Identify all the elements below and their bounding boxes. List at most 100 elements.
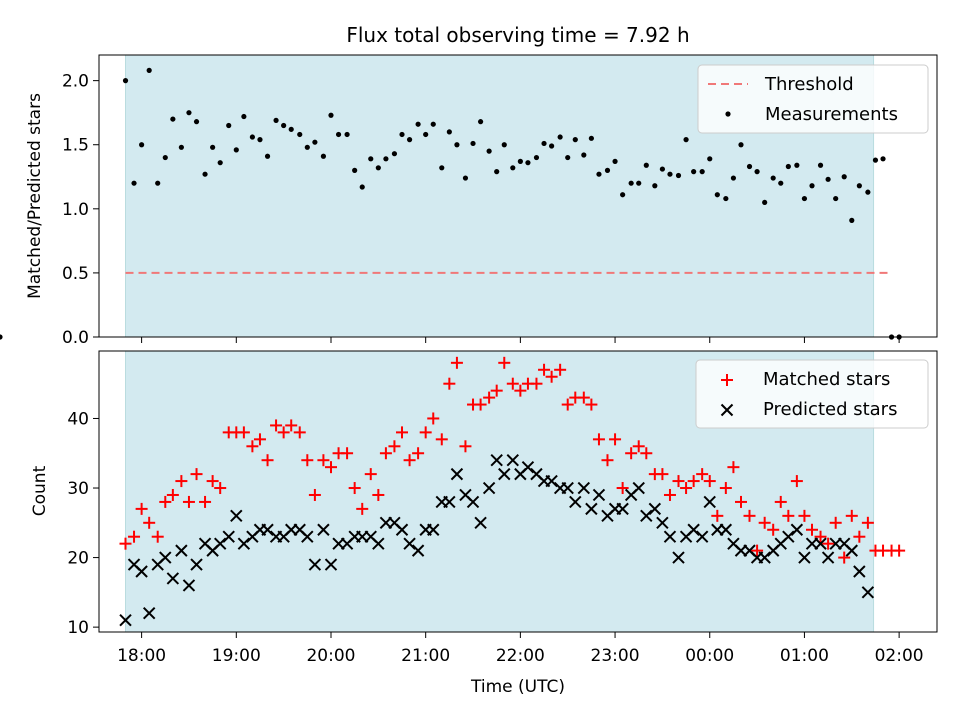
predicted-star-point bbox=[561, 481, 574, 495]
measurement-point bbox=[344, 131, 350, 138]
measurement-point bbox=[146, 67, 152, 73]
matched-star-point bbox=[506, 377, 519, 390]
measurement-point bbox=[162, 154, 168, 161]
legend-x-marker bbox=[720, 403, 734, 417]
matched-star-point bbox=[561, 398, 574, 411]
x-tick-label: 21:00 bbox=[401, 646, 450, 666]
predicted-star-point bbox=[798, 551, 811, 564]
measurement-point bbox=[849, 217, 855, 223]
measurement-point bbox=[470, 140, 476, 147]
matched-star-point bbox=[308, 488, 321, 501]
matched-star-point bbox=[372, 488, 385, 501]
measurement-point bbox=[675, 172, 682, 179]
measurement-point bbox=[281, 122, 287, 129]
measurement-point bbox=[817, 162, 824, 168]
matched-star-point bbox=[838, 551, 851, 564]
matched-star-point bbox=[592, 433, 605, 446]
predicted-star-point bbox=[372, 537, 385, 550]
matched-star-point bbox=[687, 475, 700, 488]
measurement-point bbox=[430, 121, 436, 127]
measurement-point bbox=[557, 134, 563, 140]
measurement-point bbox=[730, 175, 737, 181]
predicted-star-point bbox=[758, 551, 771, 564]
predicted-star-point bbox=[175, 544, 188, 557]
measurement-point bbox=[572, 137, 578, 143]
matched-star-point bbox=[348, 482, 361, 495]
bottom-plot-frame bbox=[98, 350, 938, 633]
chart-title: Flux total observing time = 7.92 h bbox=[346, 23, 689, 47]
predicted-star-point bbox=[142, 607, 156, 620]
predicted-star-point bbox=[703, 495, 716, 509]
count-panel: 10 20 30 40 18:00 19:00 20:00 21:00 22:00 23:00 0… bbox=[30, 350, 938, 697]
measurement-point bbox=[257, 137, 263, 143]
matched-star-point bbox=[364, 468, 377, 481]
bottom-legend-frame bbox=[695, 359, 929, 429]
predicted-star-point bbox=[261, 523, 274, 536]
measurement-point bbox=[785, 163, 791, 170]
top-legend: Threshold Measurements bbox=[697, 64, 929, 134]
measurement-point bbox=[439, 165, 445, 171]
matched-star-point bbox=[538, 363, 551, 376]
matched-star-point bbox=[119, 537, 132, 550]
predicted-star-point bbox=[790, 523, 804, 536]
matched-star-point bbox=[490, 384, 503, 397]
predicted-star-point bbox=[166, 572, 180, 585]
predicted-star-point bbox=[616, 502, 629, 516]
measurement-point bbox=[368, 156, 374, 162]
matched-star-point bbox=[427, 412, 440, 425]
measurement-point bbox=[226, 122, 232, 129]
matched-star-point bbox=[143, 516, 156, 529]
matched-star-point bbox=[175, 475, 188, 488]
predicted-star-point bbox=[506, 453, 519, 467]
matched-star-point bbox=[474, 398, 487, 411]
measurement-point bbox=[841, 174, 847, 180]
measurement-point bbox=[415, 121, 421, 127]
matched-star-point bbox=[632, 440, 645, 453]
measurement-point bbox=[288, 126, 294, 132]
legend-measurements-swatch bbox=[725, 111, 731, 117]
matched-star-point bbox=[285, 419, 298, 432]
predicted-star-point bbox=[521, 460, 535, 474]
measurement-point bbox=[241, 113, 247, 120]
measurement-point bbox=[833, 195, 839, 202]
predicted-star-point bbox=[395, 523, 409, 536]
matched-star-point bbox=[727, 461, 740, 474]
predicted-star-point bbox=[719, 523, 733, 536]
x-axis-label: Time (UTC) bbox=[470, 677, 565, 697]
matched-star-point bbox=[782, 509, 795, 522]
x-tick-label: 00:00 bbox=[685, 646, 734, 666]
predicted-star-point bbox=[159, 551, 172, 564]
matched-star-point bbox=[182, 495, 195, 508]
measurement-point bbox=[596, 171, 602, 177]
matched-star-point bbox=[206, 475, 219, 488]
predicted-star-point bbox=[450, 467, 464, 481]
predicted-star-point bbox=[482, 481, 496, 495]
measurement-point bbox=[659, 166, 666, 172]
measurement-point bbox=[778, 180, 784, 186]
predicted-star-point bbox=[213, 537, 227, 550]
matched-star-point bbox=[403, 454, 416, 467]
top-y-axis-label: Matched/Predicted stars bbox=[25, 93, 45, 299]
matched-star-point bbox=[711, 509, 724, 522]
matched-star-point bbox=[814, 530, 827, 543]
bottom-x-axis-ticks: 18:00 19:00 20:00 21:00 22:00 23:00 00:00 01:00… bbox=[117, 632, 924, 666]
matched-star-point bbox=[545, 370, 558, 383]
measurement-point bbox=[588, 135, 594, 141]
measurement-point bbox=[809, 183, 815, 189]
predicted-star-point bbox=[474, 516, 487, 530]
measurement-point bbox=[375, 165, 381, 171]
predicted-star-point bbox=[853, 565, 866, 578]
predicted-star-point bbox=[782, 530, 795, 543]
matched-star-point bbox=[703, 475, 716, 488]
matched-star-point bbox=[530, 377, 543, 390]
top-plot-frame bbox=[98, 54, 938, 338]
predicted-star-point bbox=[135, 565, 148, 578]
legend-matched-label: Matched stars bbox=[763, 369, 890, 390]
predicted-star-point bbox=[490, 453, 503, 467]
measurement-point bbox=[406, 137, 413, 143]
matched-star-point bbox=[419, 426, 432, 439]
predicted-star-point bbox=[861, 586, 875, 599]
measurement-point bbox=[738, 142, 744, 148]
x-tick-label: 20:00 bbox=[306, 646, 355, 666]
measurement-point bbox=[328, 112, 334, 118]
